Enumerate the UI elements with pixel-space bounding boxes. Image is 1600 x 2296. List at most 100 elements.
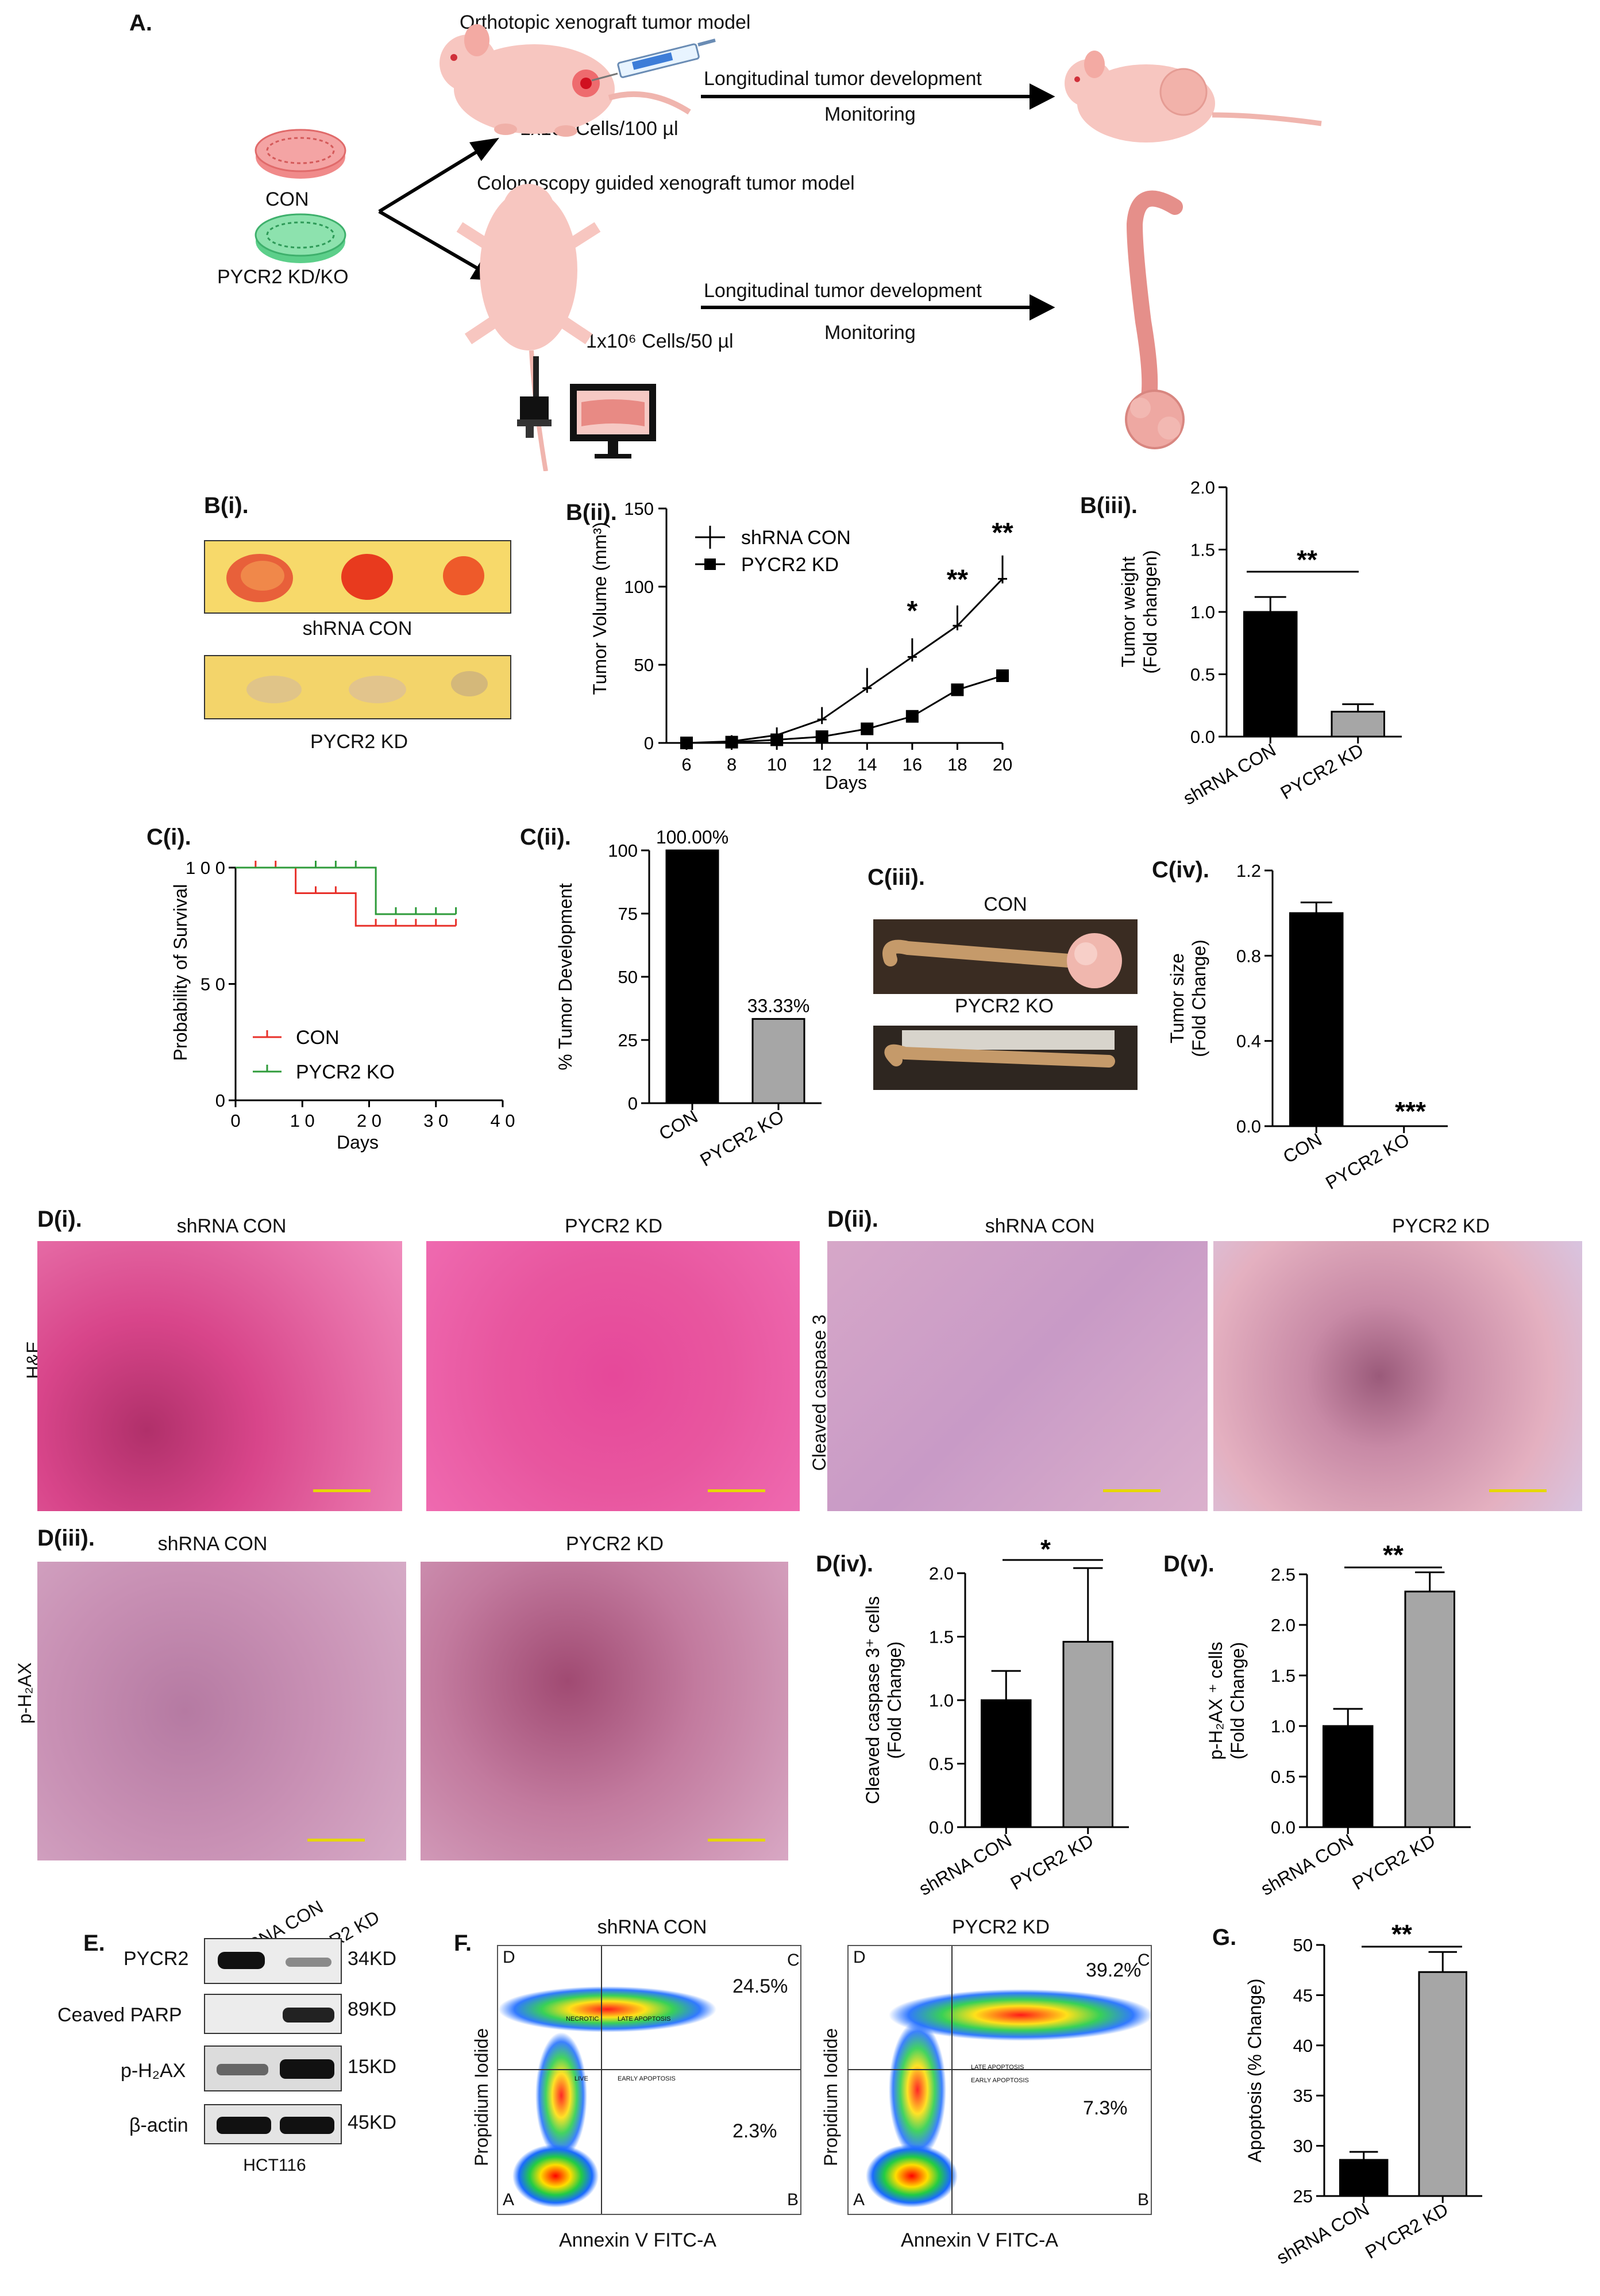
b2-legend-con: shRNA CON (741, 527, 851, 549)
tumor-photo-con (204, 540, 511, 614)
c2-ytick-label: 75 (618, 904, 638, 924)
c4-ytick-label: 0.0 (1236, 1116, 1261, 1137)
d5-ytick-label: 0.5 (1271, 1767, 1296, 1787)
flow-kd-gate-late: LATE APOPTOSIS (971, 2064, 1024, 2071)
panel-b1-label: B(i). (204, 493, 249, 518)
mouse-supine-icon (456, 184, 601, 471)
b2-sig-0: * (907, 596, 918, 626)
d5-bar-0 (1323, 1725, 1374, 1828)
b2-sig-2: ** (992, 518, 1013, 548)
b2-ytick-label: 100 (624, 577, 654, 597)
wb-size-parp: 89KD (348, 1998, 397, 2020)
flow-kd-early-pct: 7.3% (1083, 2097, 1128, 2119)
mouse-top-icon (439, 24, 691, 137)
d5-sig: ** (1383, 1540, 1404, 1570)
b1-caption-con: shRNA CON (302, 618, 412, 640)
panel-c1-label: C(i). (146, 825, 191, 850)
flow-plot-kd (847, 1945, 1153, 2215)
b2-xtick-label: 18 (947, 754, 967, 775)
b2-point-kd (725, 735, 738, 749)
wb-row-actin: β-actin (129, 2114, 188, 2136)
wb-blot-ph2ax (204, 2045, 342, 2091)
colon-photo-con (873, 919, 1138, 994)
d4-ytick-label: 1.0 (929, 1690, 954, 1711)
b3-bar-1 (1331, 711, 1385, 738)
g-ytick-label: 40 (1293, 2036, 1313, 2056)
c2-ytick-label: 50 (618, 967, 638, 987)
flow-con-gate-late: LATE APOPTOSIS (618, 2016, 671, 2023)
c1-ytick-label: 1 0 0 (186, 858, 225, 878)
c2-xtick-label-0: CON (656, 1106, 701, 1145)
flow-con-gate-live: LIVE (575, 2075, 588, 2082)
g-bar-1 (1418, 1971, 1467, 2197)
b2-sig-1: ** (947, 565, 969, 595)
d4-xtick-label-1: PYCR2 KD (1007, 1830, 1097, 1894)
c1-legend-0: CON (296, 1027, 340, 1049)
c1-ytick-label: 0 (215, 1091, 225, 1111)
b2-ytick-label: 0 (644, 733, 654, 753)
d3-col1: shRNA CON (157, 1533, 268, 1555)
cc3-image-con (827, 1241, 1208, 1511)
flow-con-late-pct: 24.5% (732, 1975, 788, 1997)
d5-bar-1 (1404, 1590, 1455, 1828)
c1-xtick-label: 2 0 (357, 1111, 381, 1131)
d1-col2: PYCR2 KD (564, 1215, 663, 1237)
b3-xtick-label-1: PYCR2 KD (1277, 739, 1367, 803)
b2-xtick-label: 20 (993, 754, 1012, 775)
d4-ytick-label: 1.5 (929, 1627, 954, 1647)
c2-ytick-label: 100 (608, 841, 638, 861)
flow-plot-con (497, 1945, 801, 2215)
flow-kd-q-a: A (853, 2190, 865, 2209)
bottom-long-arrow (701, 294, 1055, 321)
d5-ytick-label: 1.0 (1271, 1716, 1296, 1736)
c2-ylabel-0: % Tumor Development (555, 883, 576, 1070)
g-sig: ** (1391, 1919, 1412, 1949)
b3-ylabel-0: Tumor weight (1118, 557, 1139, 668)
c4-ylabel-1: (Fold Change) (1189, 939, 1209, 1057)
flow-kd-ylabel: Propidium Iodide (820, 2028, 841, 2166)
c1-series-1 (236, 866, 456, 915)
panel-a-label: A. (129, 10, 152, 36)
flow-con-early-pct: 2.3% (732, 2120, 777, 2142)
colonoscopy-cells: 1x10⁶ Cells/50 µl (586, 330, 734, 352)
bottom-monitoring: Monitoring (824, 322, 916, 344)
c4-bar-0 (1289, 912, 1344, 1127)
b2-point-kd (815, 730, 828, 743)
colon-tumor-icon (1125, 190, 1185, 449)
panel-a-illustration (255, 24, 1322, 471)
mouse-tumor-icon (1065, 51, 1322, 142)
c4-xtick-label-0: CON (1279, 1129, 1325, 1168)
ph2ax-image-con (37, 1562, 406, 1860)
flow-con-ylabel: Propidium Iodide (471, 2028, 492, 2166)
b2-legend-kd: PYCR2 KD (741, 554, 839, 576)
tumor-photo-kd (204, 655, 511, 719)
c4-ytick-label: 1.2 (1236, 861, 1261, 881)
d5-xtick-label-1: PYCR2 KD (1349, 1830, 1439, 1894)
colonoscope-icon (517, 356, 552, 438)
flow-kd-gate-early: EARLY APOPTOSIS (971, 2077, 1029, 2084)
b2-point-kd (861, 722, 874, 735)
wb-row-ph2ax: p-H₂AX (121, 2060, 186, 2082)
panel-c4-label: C(iv). (1152, 857, 1209, 883)
b3-bar-0 (1243, 611, 1298, 738)
c4-ylabel-0: Tumor size (1167, 953, 1188, 1043)
wb-row-parp: Ceaved PARP (57, 2004, 182, 2026)
cc3-image-kd (1213, 1241, 1582, 1511)
b2-legend-kd-mark (704, 558, 716, 570)
c2-ytick-label: 0 (628, 1093, 638, 1114)
c2-bar-0 (665, 849, 719, 1104)
panel-b2-label: B(ii). (566, 500, 617, 525)
top-long-arrow (701, 83, 1055, 110)
wb-blot-actin (204, 2104, 342, 2144)
d5-ytick-label: 2.5 (1271, 1565, 1296, 1585)
b3-ytick-label: 0.0 (1190, 727, 1215, 747)
c1-ylabel: Probability of Survival (170, 884, 191, 1061)
c2-ytick-label: 25 (618, 1030, 638, 1050)
flow-con-gate-necrotic: NECROTIC (566, 2016, 599, 2023)
c1-xtick-label: 0 (230, 1111, 240, 1131)
c3-caption-con: CON (984, 893, 1027, 915)
c2-xtick-label-1: PYCR2 KO (696, 1106, 787, 1170)
flow-kd-q-b: B (1138, 2190, 1150, 2209)
d5-ytick-label: 2.0 (1271, 1615, 1296, 1635)
